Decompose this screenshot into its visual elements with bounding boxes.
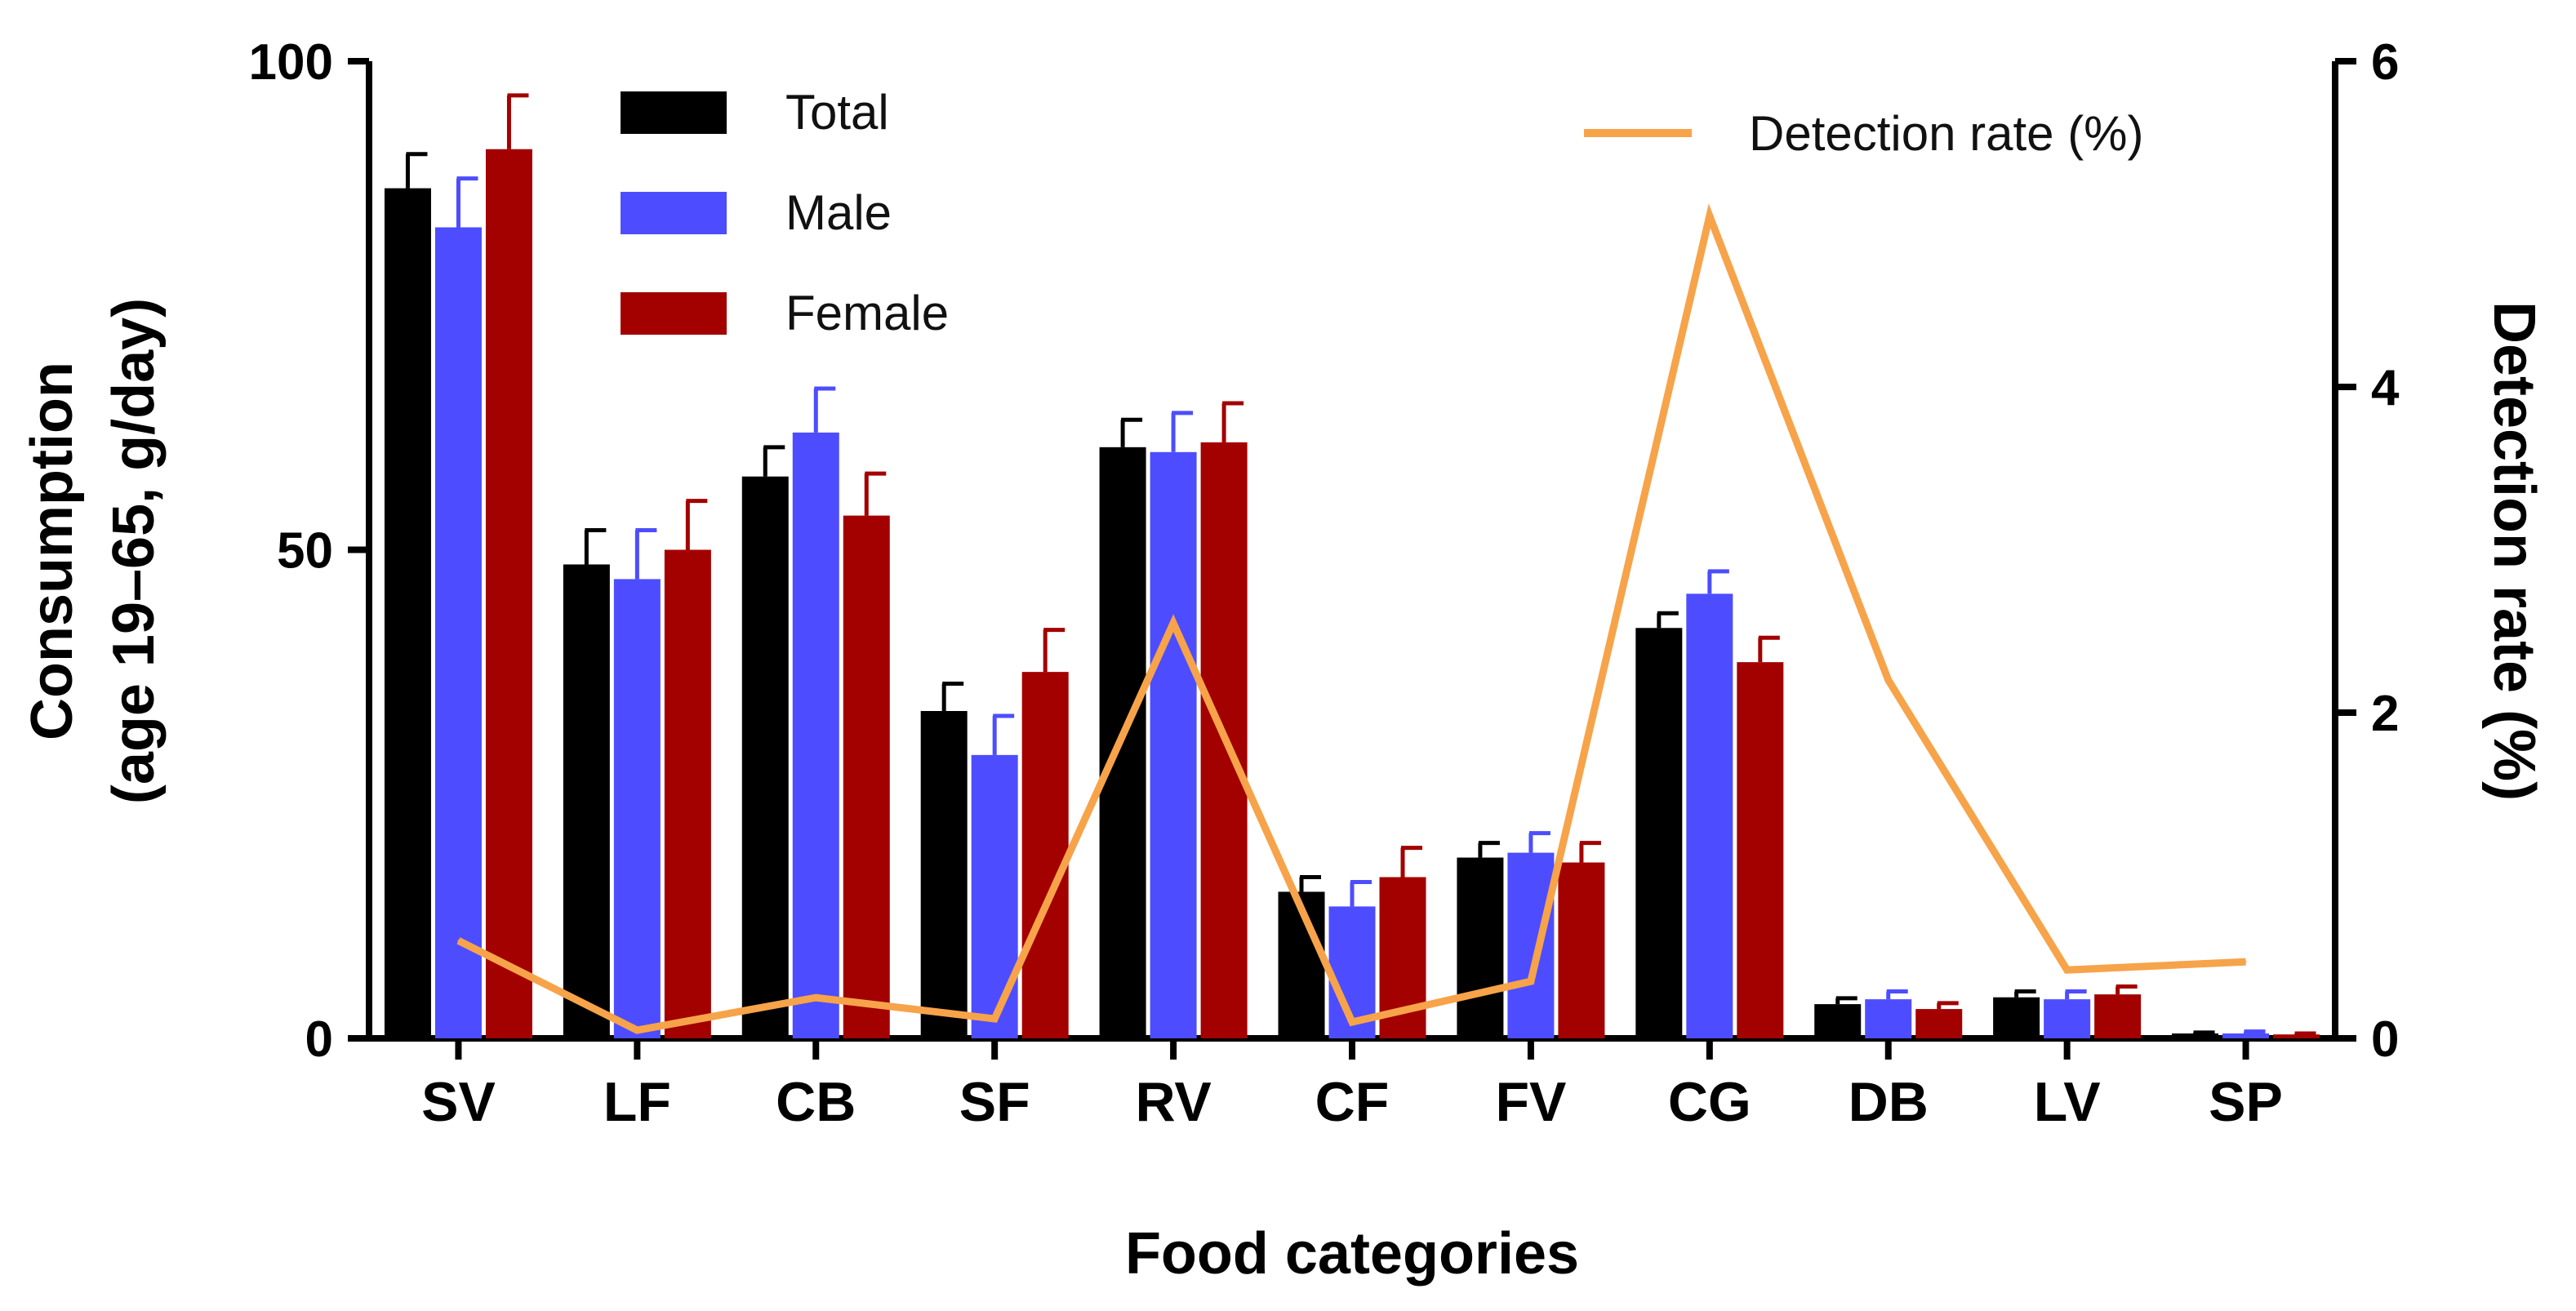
series-male xyxy=(434,176,2270,1038)
bar-male-cb xyxy=(792,432,839,1038)
y2-axis-title: Detection rate (%) xyxy=(2481,301,2547,801)
x-category-labels: SV LF CB SF RV CF FV CG DB LV SP xyxy=(421,1038,2283,1133)
y2-tick-label-3: 6 xyxy=(2371,34,2399,91)
bar-total-fv xyxy=(1457,857,1504,1038)
bar-female-sv xyxy=(485,149,532,1039)
x-tick-label-db: DB xyxy=(1849,1071,1929,1133)
legend-line: Detection rate (%) xyxy=(1584,106,2144,161)
bar-total-sv xyxy=(384,188,431,1039)
bar-series xyxy=(384,93,2320,1039)
legend-swatch-male xyxy=(621,192,727,234)
y2-tick-label-1: 2 xyxy=(2371,686,2399,742)
detection-line-series xyxy=(456,203,2247,1034)
x-tick-label-cb: CB xyxy=(776,1071,856,1133)
x-tick-label-lf: LF xyxy=(603,1071,671,1133)
bar-total-lv xyxy=(1993,997,2040,1038)
bar-male-sf xyxy=(971,754,1018,1038)
y-tick-label-2: 100 xyxy=(249,34,333,91)
bar-total-sf xyxy=(920,711,968,1038)
x-tick-label-sp: SP xyxy=(2209,1071,2283,1133)
x-tick-label-lv: LV xyxy=(2034,1071,2101,1133)
bar-total-sp xyxy=(2172,1033,2219,1038)
bar-male-rv xyxy=(1150,451,1197,1038)
bar-male-sp xyxy=(2222,1033,2270,1038)
detection-point-rv xyxy=(1172,622,1175,624)
detection-point-fv xyxy=(1529,980,1532,983)
bar-female-lf xyxy=(664,549,711,1038)
series-total xyxy=(384,152,2219,1039)
detection-point-sf xyxy=(994,1018,996,1020)
y-axis-ticks: 0 50 100 xyxy=(249,34,369,1068)
bar-male-sv xyxy=(434,227,482,1038)
bar-female-cb xyxy=(843,515,890,1038)
bar-male-cg xyxy=(1686,593,1733,1038)
bar-female-sp xyxy=(2273,1034,2320,1038)
bar-total-cb xyxy=(741,476,789,1038)
bar-male-fv xyxy=(1507,852,1555,1038)
bar-male-lv xyxy=(2044,999,2091,1038)
legend-label-total: Total xyxy=(785,85,889,140)
detection-point-lv xyxy=(2066,969,2068,971)
x-tick-label-cf: CF xyxy=(1315,1071,1390,1133)
detection-point-db xyxy=(1887,679,1889,682)
detection-point-cf xyxy=(1351,1021,1353,1024)
y-axis-title-line2: (age 19–65, g/day) xyxy=(101,298,167,804)
legend-swatch-total xyxy=(621,91,727,134)
bar-total-db xyxy=(1814,1004,1862,1038)
detection-point-cb xyxy=(815,997,817,999)
bar-female-cg xyxy=(1737,662,1784,1038)
bar-female-sf xyxy=(1021,672,1069,1038)
bar-female-fv xyxy=(1558,862,1605,1038)
detection-point-cg xyxy=(1708,215,1711,217)
y-axis-title-line1: Consumption xyxy=(20,362,85,740)
series-female xyxy=(485,93,2320,1039)
bar-female-db xyxy=(1915,1009,1963,1038)
legend-label-male: Male xyxy=(785,185,892,240)
x-tick-label-rv: RV xyxy=(1135,1071,1211,1133)
legend-label-female: Female xyxy=(785,286,949,340)
x-tick-label-cg: CG xyxy=(1668,1071,1751,1133)
detection-point-sp xyxy=(2245,961,2247,963)
y2-axis-ticks: 0 2 4 6 xyxy=(2335,34,2400,1068)
bar-total-lf xyxy=(563,564,610,1038)
y2-tick-label-0: 0 xyxy=(2371,1011,2399,1068)
y-tick-label-0: 0 xyxy=(305,1011,333,1068)
legend-label-detection: Detection rate (%) xyxy=(1749,106,2144,161)
legend-bars: Total Male Female xyxy=(621,85,949,340)
detection-point-lf xyxy=(636,1029,638,1032)
bar-male-lf xyxy=(613,579,661,1038)
y2-tick-label-2: 4 xyxy=(2371,360,2400,416)
bar-male-db xyxy=(1865,999,1912,1038)
x-axis-title: Food categories xyxy=(1125,1221,1579,1287)
x-tick-label-fv: FV xyxy=(1495,1071,1566,1133)
x-tick-label-sv: SV xyxy=(421,1071,496,1133)
legend-swatch-female xyxy=(621,292,727,335)
bar-female-lv xyxy=(2094,994,2142,1038)
y-tick-label-1: 50 xyxy=(277,523,333,580)
detection-point-sv xyxy=(457,940,460,942)
x-tick-label-sf: SF xyxy=(959,1071,1030,1133)
bar-total-cg xyxy=(1635,628,1683,1038)
